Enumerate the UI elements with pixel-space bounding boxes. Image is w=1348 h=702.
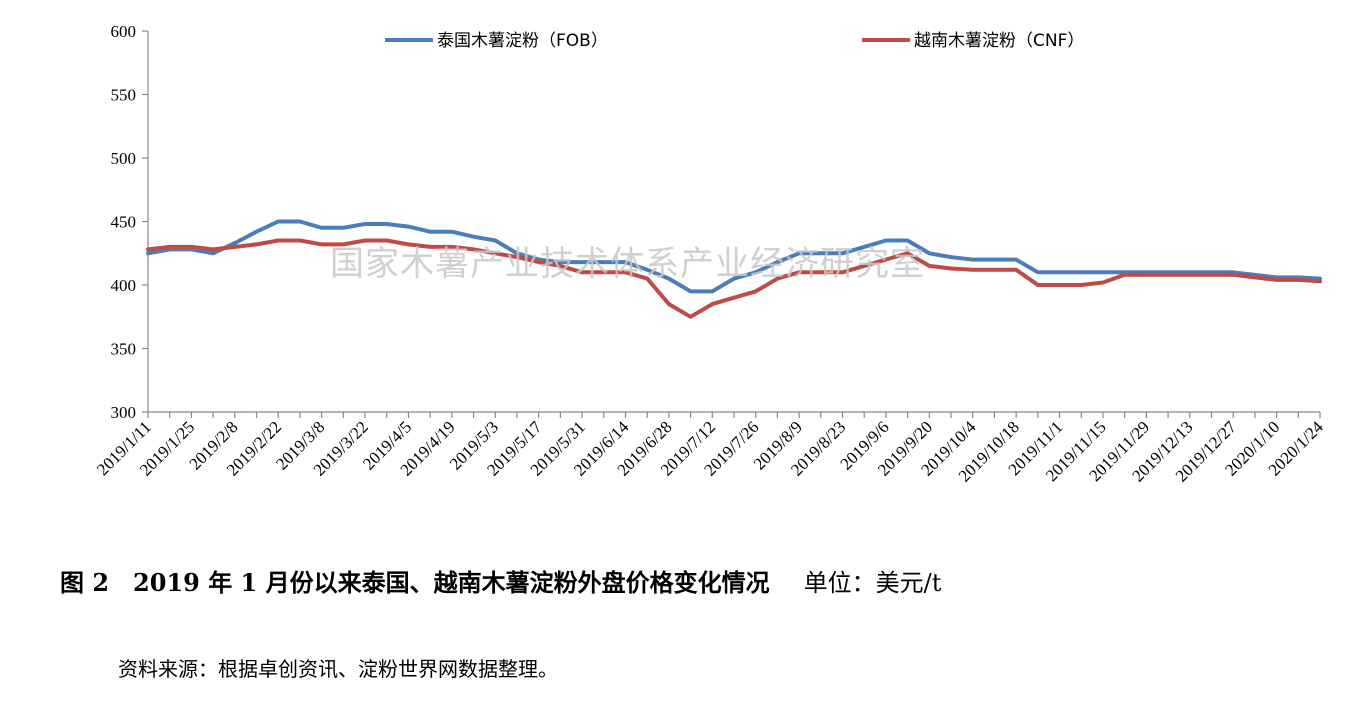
y-tick-label: 500 bbox=[111, 149, 137, 168]
y-tick-label: 400 bbox=[111, 276, 137, 295]
y-tick-label: 600 bbox=[111, 22, 137, 41]
y-tick-label: 350 bbox=[111, 340, 137, 359]
legend-label-2: 越南木薯淀粉（CNF） bbox=[914, 31, 1084, 51]
x-axis: 2019/1/112019/1/252019/2/82019/2/222019/… bbox=[93, 411, 1327, 486]
legend: 泰国木薯淀粉（FOB） 越南木薯淀粉（CNF） bbox=[385, 31, 1084, 51]
source-note: 资料来源：根据卓创资讯、淀粉世界网数据整理。 bbox=[118, 657, 558, 681]
y-tick-label: 300 bbox=[111, 403, 137, 422]
series-line-2 bbox=[146, 238, 1322, 319]
series-layer bbox=[146, 219, 1322, 319]
legend-label-1: 泰国木薯淀粉（FOB） bbox=[437, 31, 608, 51]
y-tick-label: 550 bbox=[111, 86, 137, 105]
y-axis: 300 350 400 450 500 550 600 bbox=[111, 22, 149, 422]
y-tick-label: 450 bbox=[111, 213, 137, 232]
caption-unit: 单位：美元/t bbox=[803, 569, 942, 597]
line-chart: 300 350 400 450 500 550 600 2019/1/112019/1/25… bbox=[93, 22, 1327, 486]
series-line-1 bbox=[146, 219, 1322, 294]
figure-caption: 图 2 2019 年 1 月份以来泰国、越南木薯淀粉外盘价格变化情况 单位：美元/… bbox=[60, 563, 941, 598]
watermark-text: 国家木薯产业技术体系产业经济研究室 bbox=[330, 244, 925, 284]
caption-title: 图 2 2019 年 1 月份以来泰国、越南木薯淀粉外盘价格变化情况 bbox=[60, 568, 770, 597]
